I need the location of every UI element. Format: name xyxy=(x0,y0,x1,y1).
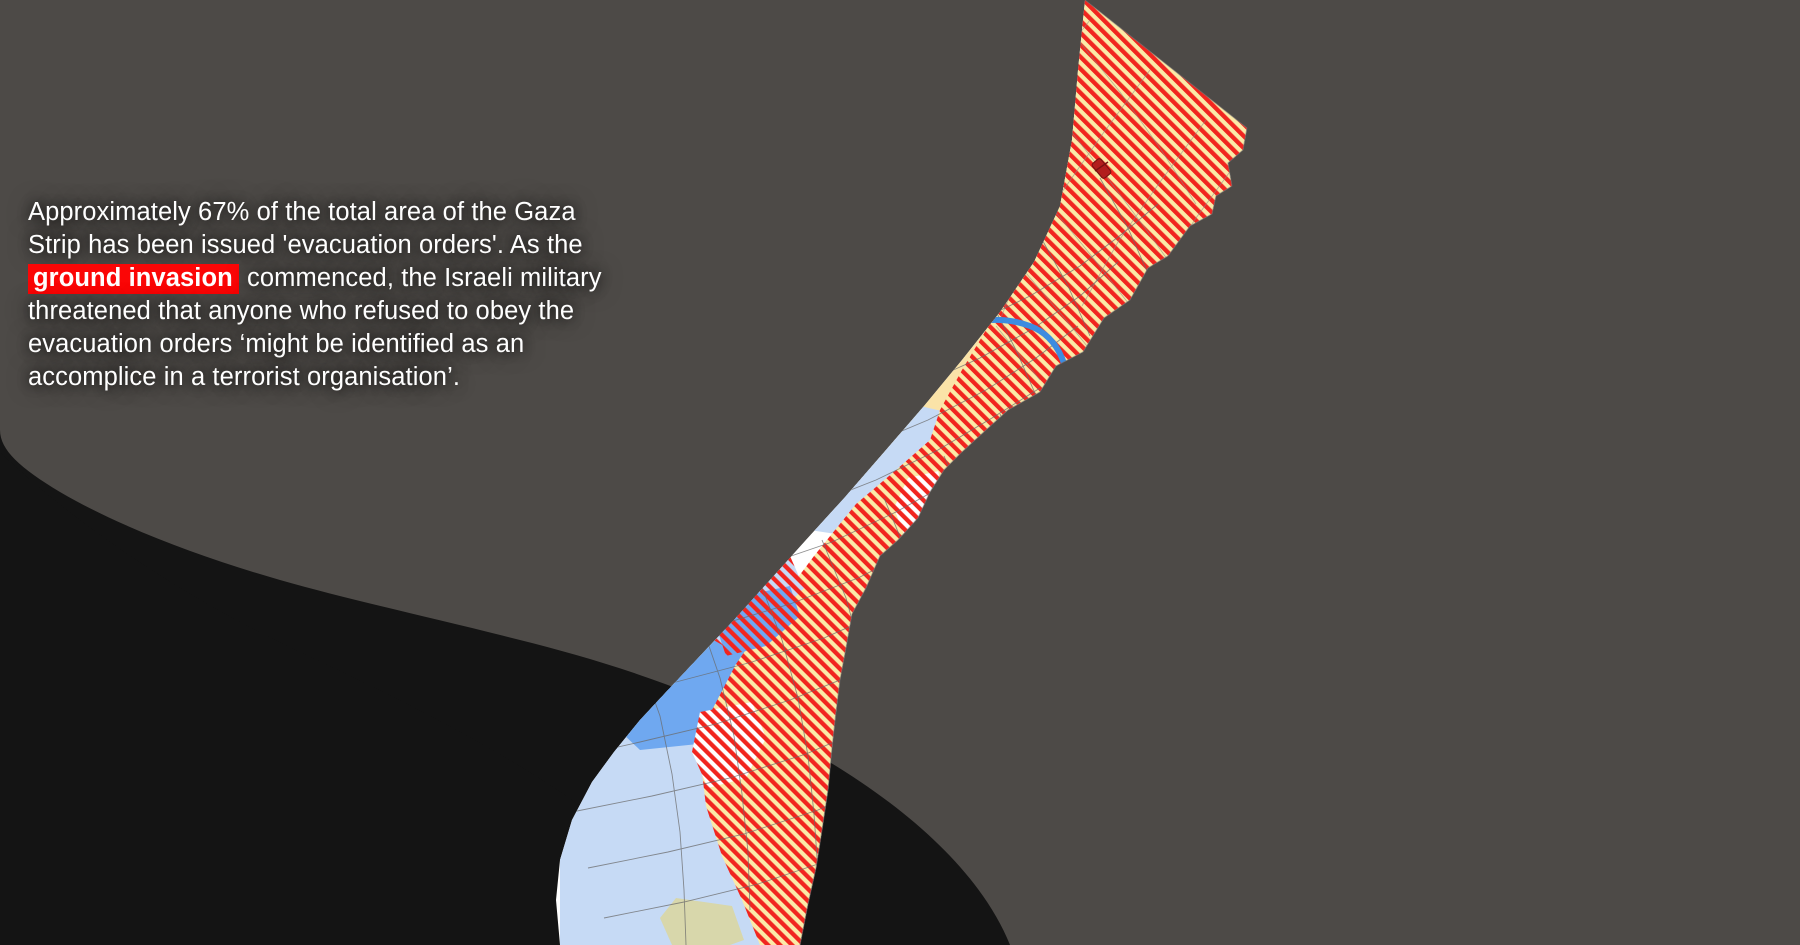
caption-line-6: accomplice in a terrorist organisation’. xyxy=(28,363,461,391)
gaza-strip-outline xyxy=(799,0,1248,945)
evacuation-order-area-southwest-patch[interactable] xyxy=(692,702,766,788)
olive-zone[interactable] xyxy=(660,898,744,945)
sea-wedge xyxy=(0,452,716,945)
evacuation-order-area-north[interactable] xyxy=(928,0,1260,472)
border-crossing-marker[interactable] xyxy=(1091,158,1112,180)
caption-line-2: Strip has been issued 'evacuation orders… xyxy=(28,231,583,259)
caption-line-4: threatened that anyone who refused to ob… xyxy=(28,297,575,325)
caption-line-3: ground invasion commenced, the Israeli m… xyxy=(28,262,601,295)
caption-line-1: Approximately 67% of the total area of t… xyxy=(28,198,576,226)
caption-line-5: evacuation orders ‘might be identified a… xyxy=(28,330,525,358)
ground-invasion-highlight[interactable]: ground invasion xyxy=(28,264,239,294)
caption-line-3-text: commenced, the Israeli military xyxy=(247,264,602,292)
caption-block: Approximately 67% of the total area of t… xyxy=(28,196,601,394)
